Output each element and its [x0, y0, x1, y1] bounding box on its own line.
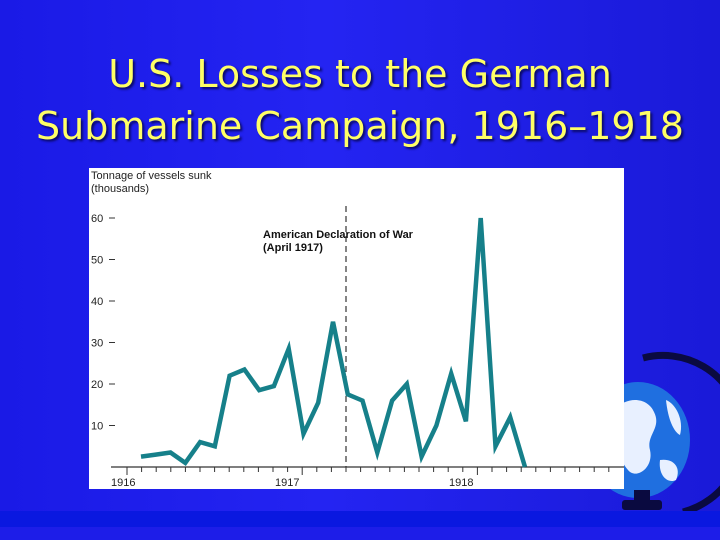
- y-axis-label-line-1: Tonnage of vessels sunk: [91, 170, 212, 182]
- slide-title: U.S. Losses to the German Submarine Camp…: [0, 48, 720, 152]
- y-axis-label-line-2: (thousands): [91, 183, 149, 195]
- footer-band-lower: [0, 527, 720, 540]
- slide-title-line-2: Submarine Campaign, 1916–1918: [36, 104, 684, 148]
- footer-band: [0, 511, 720, 527]
- y-tick-label: 10: [91, 421, 103, 433]
- annotation-line-2: (April 1917): [263, 242, 323, 254]
- chart-panel: Tonnage of vessels sunk (thousands) Amer…: [89, 168, 624, 489]
- chart-svg: Tonnage of vessels sunk (thousands) Amer…: [91, 170, 624, 489]
- x-year-label: 1916: [111, 477, 135, 489]
- y-tick-label: 50: [91, 255, 103, 267]
- y-tick-label: 60: [91, 213, 103, 225]
- y-tick-label: 30: [91, 338, 103, 350]
- tonnage-series-line: [140, 217, 528, 468]
- annotation-line-1: American Declaration of War: [263, 229, 414, 241]
- x-year-label: 1917: [275, 477, 299, 489]
- y-tick-label: 20: [91, 379, 103, 391]
- y-tick-label: 40: [91, 296, 103, 308]
- slide-title-line-1: U.S. Losses to the German: [108, 52, 612, 96]
- x-year-label: 1918: [449, 477, 473, 489]
